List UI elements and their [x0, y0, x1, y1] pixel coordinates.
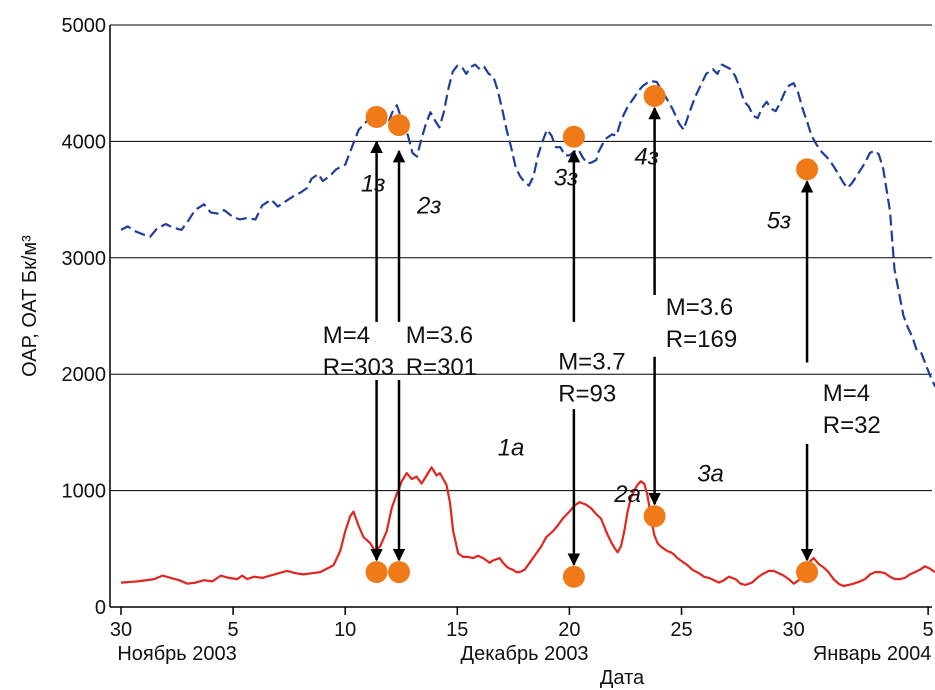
series-lines	[120, 63, 935, 588]
annotation-m: M=3.6	[666, 294, 733, 321]
month-label: Январь 2004	[813, 643, 932, 665]
y-tick-label: 0	[95, 597, 106, 619]
event-label: 1з	[361, 170, 386, 197]
x-tick-label: 5	[923, 619, 934, 641]
x-tick-label: 30	[782, 619, 804, 641]
annotation-r: R=301	[406, 354, 477, 381]
series-line-oar	[120, 63, 935, 388]
x-tick-label: 5	[228, 619, 239, 641]
event-label: 1a	[498, 435, 525, 462]
annotation-m: M=4	[323, 322, 370, 349]
event-marker	[796, 158, 819, 181]
event-marker	[388, 114, 411, 137]
event-label: 4з	[634, 144, 659, 171]
event-label: 2a	[613, 481, 641, 508]
y-axis-title: ОАР, ОАТ Бк/м³	[19, 235, 41, 377]
month-label: Ноябрь 2003	[117, 643, 236, 665]
markers	[365, 85, 819, 588]
event-marker	[562, 565, 585, 588]
event-marker	[562, 125, 585, 148]
annotation-m: M=4	[823, 380, 870, 407]
x-tick-label: 30	[110, 619, 132, 641]
y-tick-label: 3000	[62, 248, 107, 270]
event-marker	[365, 105, 388, 128]
event-label: 5з	[767, 208, 792, 235]
event-label: 2з	[416, 193, 442, 220]
event-marker	[643, 505, 666, 528]
chart-labels: M=4 R=303 M=3.6 R=301 M=3.7 R=93 M=3.6 R=169 M=4…	[323, 144, 881, 509]
annotation-m: M=3.6	[406, 322, 473, 349]
event-marker	[643, 85, 666, 108]
annotation-m: M=3.7	[558, 349, 625, 376]
y-tick-label: 5000	[62, 15, 107, 37]
event-marker	[796, 561, 819, 584]
x-axis-title: Дата	[600, 667, 645, 689]
x-tick-label: 25	[670, 619, 692, 641]
x-tick-label: 20	[558, 619, 580, 641]
event-label: 3з	[554, 165, 579, 192]
y-tick-label: 1000	[62, 481, 107, 503]
annotation-r: R=32	[823, 412, 881, 439]
y-tick-label: 4000	[62, 131, 107, 153]
event-label: 3a	[697, 460, 724, 487]
month-label: Декабрь 2003	[461, 643, 589, 665]
event-marker	[365, 561, 388, 584]
annotation-r: R=169	[666, 326, 737, 353]
annotation-r: R=93	[558, 381, 616, 408]
arrows	[370, 106, 814, 566]
grid-lines	[110, 24, 932, 492]
annotation-r: R=303	[323, 354, 394, 381]
x-tick-label: 15	[446, 619, 468, 641]
event-marker	[388, 561, 411, 584]
y-tick-label: 2000	[62, 364, 107, 386]
x-tick-label: 10	[334, 619, 356, 641]
